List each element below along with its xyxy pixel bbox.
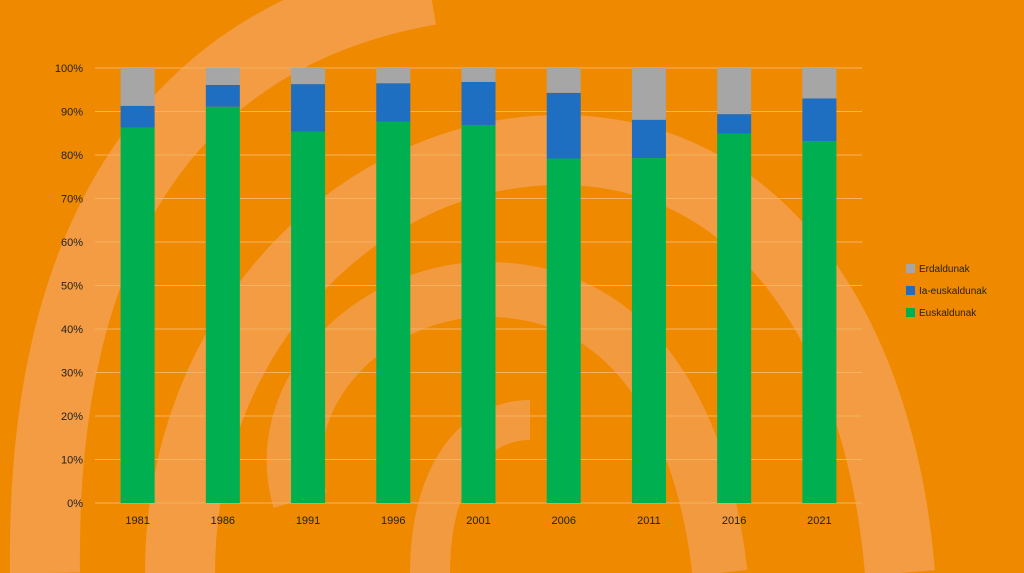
- y-tick-label: 80%: [61, 150, 83, 162]
- y-tick-label: 100%: [55, 63, 83, 75]
- bar-segment-euskaldunak: [461, 124, 496, 504]
- bar-segment-euskaldunak: [546, 158, 581, 504]
- legend: Erdaldunak Ia-euskaldunak Euskaldunak: [906, 264, 988, 319]
- bar-segment-euskaldunak: [717, 133, 752, 503]
- bar-segment-ia-euskaldunak: [631, 119, 666, 159]
- bar-segment-euskaldunak: [291, 131, 326, 503]
- bar-segment-erdaldunak: [631, 68, 666, 120]
- x-tick-label: 1996: [381, 515, 405, 527]
- bar-segment-erdaldunak: [291, 68, 326, 85]
- y-tick-label: 70%: [61, 194, 83, 206]
- x-tick-label: 2016: [722, 515, 746, 527]
- y-tick-label: 50%: [61, 281, 83, 293]
- legend-swatch-euskaldunak: [906, 308, 915, 317]
- bar-segment-ia-euskaldunak: [802, 98, 837, 142]
- x-tick-label: 2001: [466, 515, 490, 527]
- y-tick-label: 0%: [67, 498, 83, 510]
- y-tick-label: 40%: [61, 324, 83, 336]
- x-tick-label: 1986: [211, 515, 235, 527]
- x-tick-label: 2011: [637, 515, 661, 527]
- y-tick-label: 10%: [61, 455, 83, 467]
- y-axis-tick-labels: 0% 10% 20% 30% 40% 50% 60% 70% 80% 90% 100%: [55, 63, 83, 510]
- legend-label-ia-euskaldunak: Ia-euskaldunak: [919, 286, 988, 297]
- bar-segment-erdaldunak: [546, 68, 581, 93]
- bar-segment-euskaldunak: [631, 158, 666, 504]
- y-tick-label: 30%: [61, 368, 83, 380]
- legend-label-erdaldunak: Erdaldunak: [919, 264, 971, 275]
- bar-segment-ia-euskaldunak: [461, 81, 496, 125]
- swirl-core-arc: [410, 400, 532, 573]
- x-axis-tick-labels: 1981 1986 1991 1996 2001 2006 2011 2016 2021: [125, 515, 831, 527]
- bar-segment-euskaldunak: [120, 127, 155, 503]
- y-tick-label: 20%: [61, 411, 83, 423]
- bar-segment-erdaldunak: [376, 68, 411, 84]
- bar-segment-erdaldunak: [205, 68, 240, 85]
- bar-segment-erdaldunak: [717, 68, 752, 115]
- bar-segment-ia-euskaldunak: [717, 114, 752, 134]
- bar-segment-euskaldunak: [376, 121, 411, 503]
- bar-segment-ia-euskaldunak: [376, 83, 411, 122]
- x-tick-label: 1991: [296, 515, 320, 527]
- legend-label-euskaldunak: Euskaldunak: [919, 308, 977, 319]
- legend-swatch-ia-euskaldunak: [906, 286, 915, 295]
- bar-segment-euskaldunak: [205, 106, 240, 503]
- bars: [120, 68, 837, 504]
- bar-segment-ia-euskaldunak: [205, 84, 240, 107]
- bar-segment-ia-euskaldunak: [291, 84, 326, 132]
- x-tick-label: 2021: [807, 515, 831, 527]
- legend-swatch-erdaldunak: [906, 264, 915, 273]
- bar-segment-ia-euskaldunak: [546, 92, 581, 159]
- bar-segment-ia-euskaldunak: [120, 105, 155, 128]
- bar-segment-erdaldunak: [802, 68, 837, 99]
- bar-segment-erdaldunak: [120, 68, 155, 106]
- y-tick-label: 60%: [61, 237, 83, 249]
- x-tick-label: 1981: [125, 515, 149, 527]
- bar-segment-erdaldunak: [461, 68, 496, 82]
- bar-segment-euskaldunak: [802, 141, 837, 503]
- y-tick-label: 90%: [61, 107, 83, 119]
- x-tick-label: 2006: [551, 515, 575, 527]
